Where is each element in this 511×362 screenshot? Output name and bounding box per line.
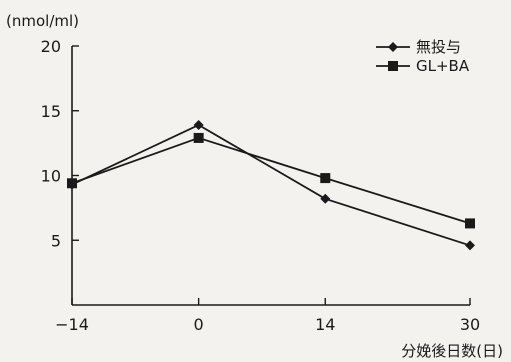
y-tick-label: 5 [51, 231, 61, 250]
y-tick-label: 15 [41, 102, 61, 121]
series-2-point [465, 218, 475, 229]
series-2-point [67, 178, 77, 189]
series-1-point [465, 240, 475, 251]
legend-marker-1 [388, 42, 398, 52]
legend-label-2: GL+BA [416, 57, 470, 75]
x-axis-title: 分娩後日数(日) [401, 342, 503, 360]
x-tick-label: −14 [55, 315, 89, 334]
series-line-1 [71, 123, 471, 247]
y-tick-label: 10 [41, 167, 61, 186]
x-tick-label: 0 [194, 315, 204, 334]
legend-label-1: 無投与 [416, 38, 461, 56]
y-unit-label: (nmol/ml) [6, 12, 79, 30]
legend-marker-2 [388, 61, 398, 71]
series-1-point [320, 193, 331, 204]
series-2-point [193, 132, 204, 143]
series-2-point [320, 173, 331, 184]
y-tick-label: 20 [41, 37, 61, 56]
series-1-point [193, 119, 204, 130]
series-line-2 [71, 136, 471, 225]
x-tick-label: 30 [460, 315, 480, 334]
x-tick-label: 14 [315, 315, 335, 334]
